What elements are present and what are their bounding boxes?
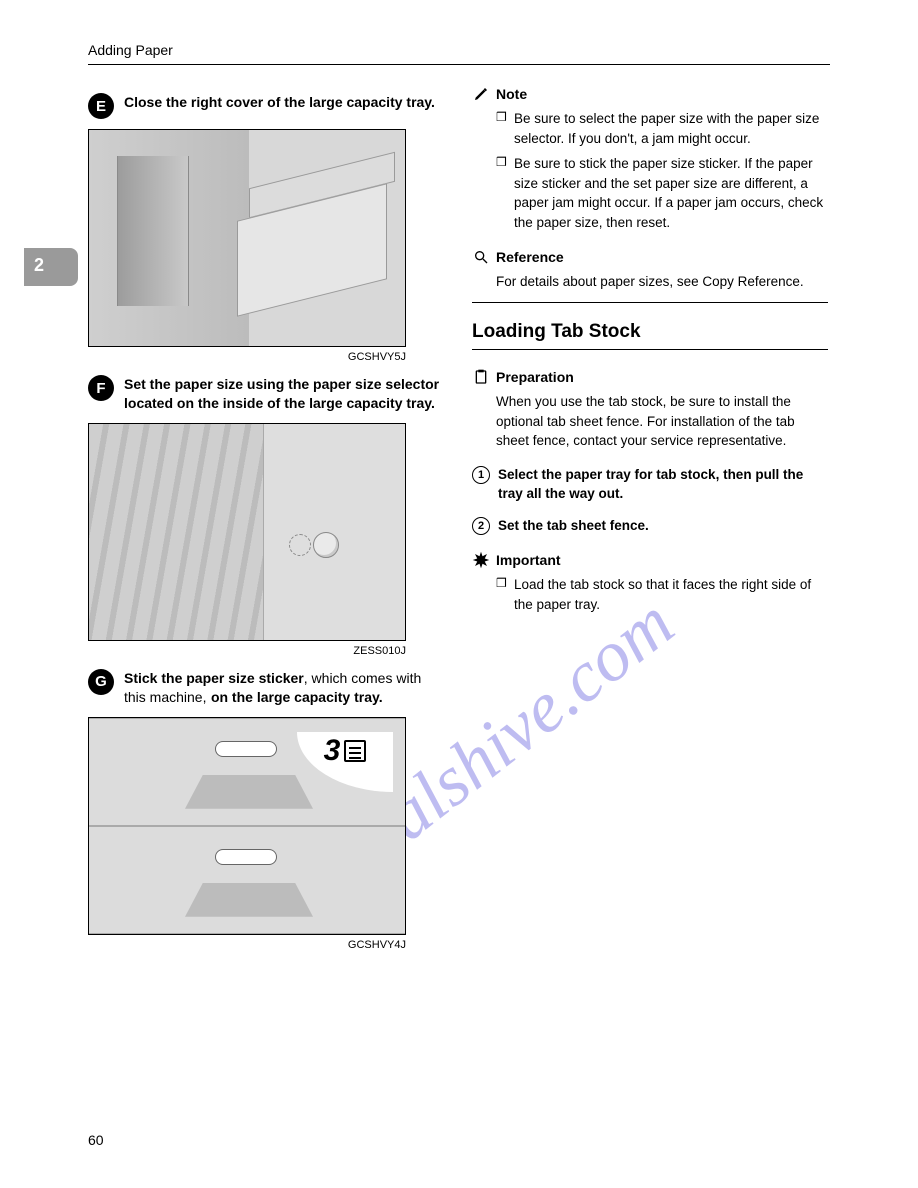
pencil-icon bbox=[472, 85, 490, 103]
preparation-heading: Preparation bbox=[472, 368, 828, 386]
note-heading: Note bbox=[472, 85, 828, 103]
note-label-text: Note bbox=[496, 86, 527, 102]
page: Adding Paper 2 manualshive.com E Close t… bbox=[0, 0, 918, 1188]
page-header: Adding Paper bbox=[88, 42, 830, 65]
note-list: Be sure to select the paper size with th… bbox=[496, 109, 828, 232]
preparation-body: When you use the tab stock, be sure to i… bbox=[496, 392, 828, 451]
chapter-side-tab-number: 2 bbox=[34, 255, 44, 276]
substep-1-number: 1 bbox=[472, 466, 490, 484]
step-6: F Set the paper size using the paper siz… bbox=[88, 375, 444, 413]
figure-ref-1: GCSHVY5J bbox=[88, 351, 406, 363]
figure-close-cover bbox=[88, 129, 406, 347]
burst-icon bbox=[472, 551, 490, 569]
note-item: Be sure to select the paper size with th… bbox=[496, 109, 828, 148]
chapter-side-tab: 2 bbox=[24, 248, 78, 286]
page-number: 60 bbox=[88, 1132, 104, 1148]
step-6-text: Set the paper size using the paper size … bbox=[124, 375, 444, 413]
clipboard-icon bbox=[472, 368, 490, 386]
step-5-number: E bbox=[88, 93, 114, 119]
substep-2: 2 Set the tab sheet fence. bbox=[472, 516, 828, 536]
note-item: Be sure to stick the paper size sticker.… bbox=[496, 154, 828, 232]
substep-2-text: Set the tab sheet fence. bbox=[498, 516, 649, 536]
left-column: E Close the right cover of the large cap… bbox=[88, 85, 444, 963]
step-7-number: G bbox=[88, 669, 114, 695]
step-7-text-prefix: Stick the paper size sticker bbox=[124, 670, 304, 686]
reference-label-text: Reference bbox=[496, 249, 564, 265]
step-7-text-suffix: on the large capacity tray. bbox=[211, 689, 383, 705]
step-6-number: F bbox=[88, 375, 114, 401]
step-7: G Stick the paper size sticker, which co… bbox=[88, 669, 444, 707]
substep-2-number: 2 bbox=[472, 517, 490, 535]
chapter-title: Adding Paper bbox=[88, 42, 173, 58]
step-5: E Close the right cover of the large cap… bbox=[88, 93, 444, 119]
figure-ref-2: ZESS010J bbox=[88, 645, 406, 657]
paper-stack-icon bbox=[344, 740, 366, 762]
reference-body: For details about paper sizes, see Copy … bbox=[496, 272, 828, 292]
right-column: Note Be sure to select the paper size wi… bbox=[472, 85, 828, 963]
step-5-text: Close the right cover of the large capac… bbox=[124, 93, 435, 119]
magnifier-icon bbox=[472, 248, 490, 266]
reference-heading: Reference bbox=[472, 248, 828, 266]
figure-sticker-tray: 3 bbox=[88, 717, 406, 935]
important-heading: Important bbox=[472, 551, 828, 569]
important-list: Load the tab stock so that it faces the … bbox=[496, 575, 828, 614]
section-divider-bottom bbox=[472, 349, 828, 350]
figure-ref-3: GCSHVY4J bbox=[88, 939, 406, 951]
important-item: Load the tab stock so that it faces the … bbox=[496, 575, 828, 614]
important-label-text: Important bbox=[496, 552, 561, 568]
reference-block: Reference For details about paper sizes,… bbox=[472, 248, 828, 292]
two-column-layout: E Close the right cover of the large cap… bbox=[88, 85, 830, 963]
section-heading: Loading Tab Stock bbox=[472, 321, 828, 343]
figure-paper-size-selector bbox=[88, 423, 406, 641]
section-divider-top bbox=[472, 302, 828, 303]
substep-1-text: Select the paper tray for tab stock, the… bbox=[498, 465, 828, 504]
preparation-label-text: Preparation bbox=[496, 369, 574, 385]
substep-1: 1 Select the paper tray for tab stock, t… bbox=[472, 465, 828, 504]
tray-callout-number: 3 bbox=[324, 736, 341, 766]
